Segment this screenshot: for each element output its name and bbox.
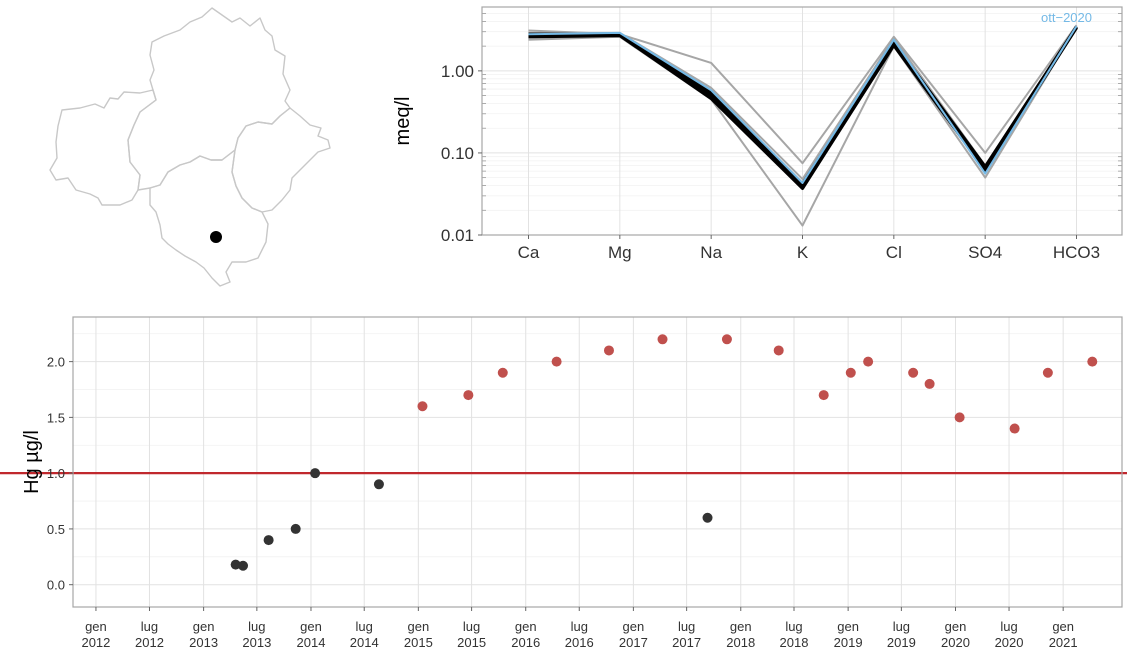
hg-data-point [657,334,668,345]
hg-xtick-year: 2020 [941,635,970,650]
hg-data-point [551,356,562,367]
hg-xtick-month: lug [141,619,158,634]
ion-ytick-label: 0.10 [441,144,474,163]
ion-xtick-label: Mg [608,243,632,262]
hg-xtick-year: 2015 [457,635,486,650]
map-outline-west [49,89,157,206]
hg-xtick-year: 2012 [135,635,164,650]
hg-xtick-year: 2014 [350,635,379,650]
hg-xtick-month: lug [785,619,802,634]
hg-xtick-month: gen [193,619,215,634]
hg-xtick-month: gen [837,619,859,634]
hg-xtick-month: gen [300,619,322,634]
hg-xtick-month: gen [515,619,537,634]
hg-xtick-month: gen [730,619,752,634]
hg-xtick-month: gen [623,619,645,634]
location-marker [210,231,222,243]
hg-ytick-label: 0.5 [47,522,65,537]
hg-ytick-label: 2.0 [47,355,65,370]
hg-data-point [721,334,732,345]
ion-annotation: ott−2020 [1041,10,1092,25]
hg-data-point [463,390,474,401]
map-outline-north [127,7,291,191]
hg-data-point [373,479,384,490]
hg-data-point [702,512,713,523]
map-outline-east [231,107,331,213]
hg-ytick-label: 1.0 [47,466,65,481]
hg-xtick-month: lug [678,619,695,634]
hg-xtick-year: 2017 [672,635,701,650]
hg-plot-frame [72,316,1123,608]
hg-data-point [1087,356,1098,367]
hg-timeseries-chart: 0.00.51.01.52.0gen2012lug2012gen2013lug2… [0,316,1127,650]
hg-xtick-year: 2013 [189,635,218,650]
hg-xtick-month: lug [356,619,373,634]
ion-xtick-label: SO4 [968,243,1002,262]
hg-xtick-year: 2017 [619,635,648,650]
ion-series-line [528,25,1078,184]
hg-xtick-year: 2014 [297,635,326,650]
hg-xtick-year: 2016 [511,635,540,650]
hg-xtick-month: lug [571,619,588,634]
hg-xtick-year: 2019 [887,635,916,650]
hg-data-point [417,401,428,412]
hg-xtick-year: 2013 [242,635,271,650]
ion-ytick-label: 0.01 [441,226,474,245]
locator-map [49,7,331,287]
hg-xtick-month: gen [85,619,107,634]
hg-xtick-year: 2018 [726,635,755,650]
hg-data-point [908,367,919,378]
hg-data-point [924,378,935,389]
hg-data-point [954,412,965,423]
ion-xtick-label: Na [700,243,722,262]
hg-ylabel: Hg µg/l [21,430,43,494]
hg-xtick-month: gen [1052,619,1074,634]
hg-ytick-label: 1.5 [47,410,65,425]
ion-xtick-label: HCO3 [1053,243,1100,262]
hg-xtick-year: 2020 [995,635,1024,650]
hg-data-point [238,560,249,571]
hg-xtick-month: gen [408,619,430,634]
hg-xtick-year: 2012 [81,635,110,650]
hg-xtick-year: 2018 [780,635,809,650]
ion-ytick-label: 1.00 [441,62,474,81]
hg-xtick-month: lug [1000,619,1017,634]
hg-data-point [773,345,784,356]
hg-data-point [603,345,614,356]
hg-data-point [1009,423,1020,434]
hg-data-point [497,367,508,378]
hg-data-point [290,523,301,534]
hg-xtick-year: 2019 [834,635,863,650]
ion-xtick-label: Cl [886,243,902,262]
hg-data-point [230,559,241,570]
hg-data-point [263,535,274,546]
hg-xtick-year: 2016 [565,635,594,650]
hg-xtick-month: gen [945,619,967,634]
hg-data-point [1042,367,1053,378]
ion-ylabel: meq/l [392,97,414,146]
map-outline-south [149,149,269,287]
ion-profile-chart: 0.01 0.10 1.00 Ca Mg Na K Cl SO4 HCO3 meq/l ott−202… [392,6,1123,262]
hg-xtick-month: lug [248,619,265,634]
ion-xtick-label: K [797,243,809,262]
hg-data-point [845,367,856,378]
hg-data-point [863,356,874,367]
hg-data-point [310,468,321,479]
hg-xtick-year: 2015 [404,635,433,650]
hg-xtick-month: lug [893,619,910,634]
hg-xtick-month: lug [463,619,480,634]
hg-data-point [818,390,829,401]
hg-ytick-label: 0.0 [47,578,65,593]
hg-xtick-year: 2021 [1049,635,1078,650]
ion-xtick-label: Ca [518,243,540,262]
